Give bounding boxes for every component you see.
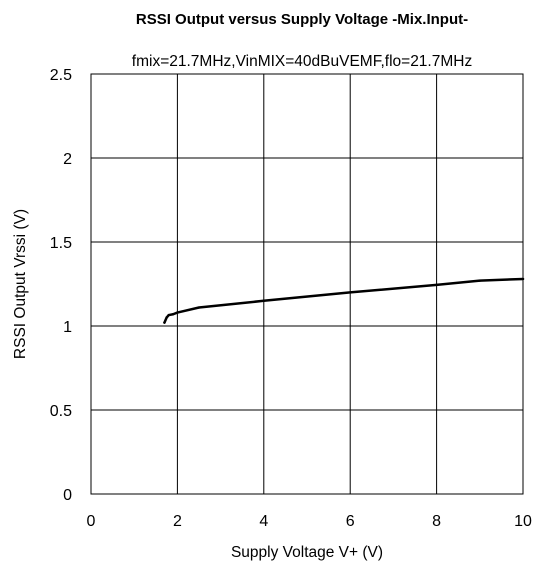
x-axis-label: Supply Voltage V+ (V) bbox=[231, 544, 383, 561]
y-tick-label: 1.5 bbox=[50, 235, 72, 252]
data-point bbox=[478, 279, 481, 282]
data-point bbox=[171, 313, 175, 316]
grid bbox=[90, 73, 524, 495]
y-tick-label: 0 bbox=[63, 487, 72, 504]
data-point bbox=[167, 313, 170, 317]
y-tick-label: 2 bbox=[63, 151, 72, 168]
plot-frame bbox=[90, 73, 524, 495]
x-tick-label: 0 bbox=[87, 513, 96, 530]
x-tick-label: 8 bbox=[432, 513, 441, 530]
y-axis-label: RSSI Output Vrssi (V) bbox=[12, 209, 29, 359]
data-point bbox=[197, 306, 201, 309]
y-tick-label: 2.5 bbox=[50, 67, 72, 84]
data-point bbox=[435, 283, 438, 287]
y-tick-label: 1 bbox=[63, 319, 72, 336]
chart-subtitle: fmix=21.7MHz,VinMIX=40dBuVEMF,flo=21.7MH… bbox=[132, 53, 472, 70]
data-point bbox=[163, 321, 166, 324]
x-tick-label: 4 bbox=[259, 513, 268, 530]
data-point bbox=[165, 316, 168, 319]
series-group bbox=[163, 277, 525, 324]
x-tick-label: 10 bbox=[514, 513, 532, 530]
x-tick-label: 6 bbox=[346, 513, 355, 530]
data-point bbox=[521, 277, 525, 281]
x-tick-label: 2 bbox=[173, 513, 182, 530]
chart-title: RSSI Output versus Supply Voltage -Mix.I… bbox=[136, 11, 468, 28]
y-tick-labels: 0 0.5 1 1.5 2 2.5 bbox=[50, 67, 72, 504]
data-point bbox=[262, 299, 265, 302]
x-tick-labels: 0 2 4 6 8 10 bbox=[87, 513, 532, 530]
data-point bbox=[349, 291, 352, 294]
y-tick-label: 0.5 bbox=[50, 403, 72, 420]
data-point bbox=[176, 311, 179, 314]
series-line bbox=[163, 277, 525, 324]
